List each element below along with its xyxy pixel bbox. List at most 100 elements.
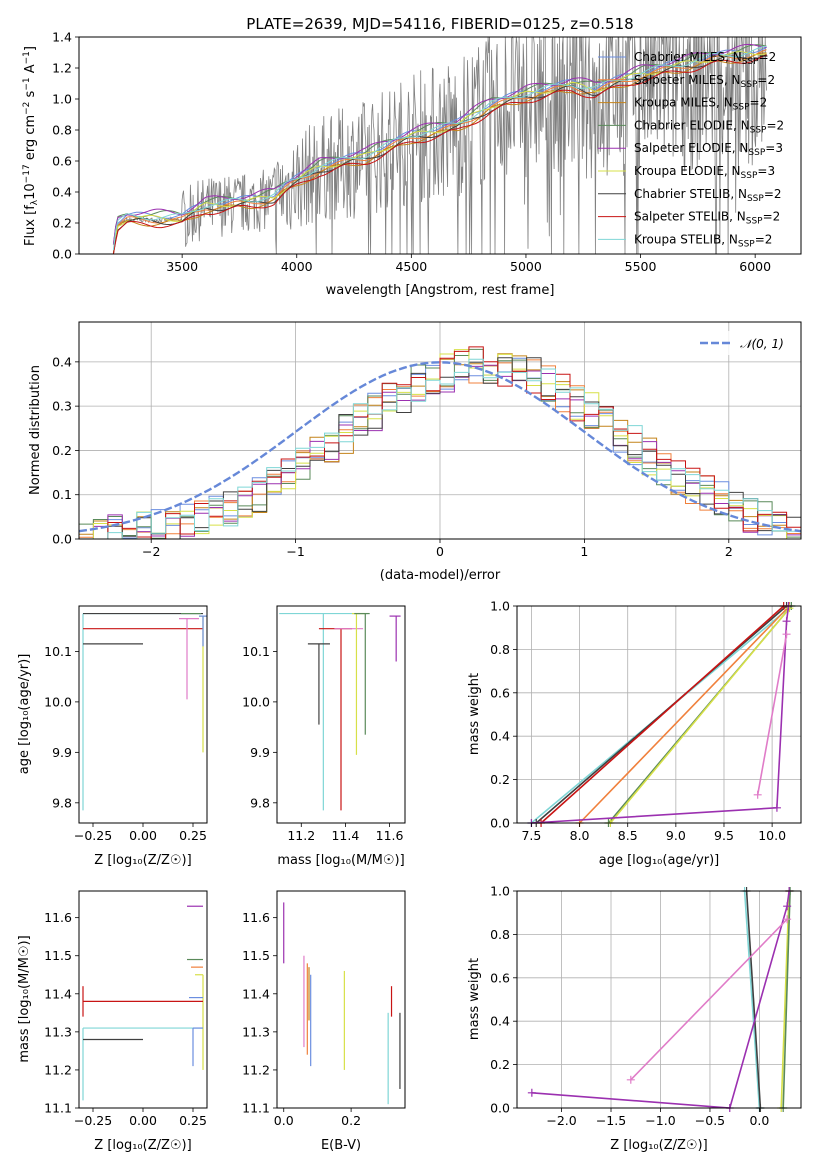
mass-vs-ebv-xlabel: E(B-V) — [321, 1138, 361, 1153]
weight-line-3 — [579, 605, 790, 824]
spectrum-ylabel-part3: erg cm — [23, 115, 38, 164]
weight-vs-z-axes-frame — [516, 890, 802, 1109]
y-tick-label: 0.2 — [52, 216, 72, 231]
x-tick-label: −0.25 — [74, 828, 112, 843]
legend-suffix: =3 — [757, 164, 775, 178]
x-tick-label: 9.5 — [714, 828, 734, 843]
age-vs-z-xlabel: Z [log₁₀(Z/Z☉)] — [94, 853, 191, 868]
legend-suffix: =3 — [765, 141, 783, 155]
spectrum-ylabel-sub: λ — [30, 199, 40, 205]
weight-marker — [782, 630, 791, 639]
figure-title: PLATE=2639, MJD=54116, FIBERID=0125, z=0… — [246, 15, 633, 33]
legend-suffix: =2 — [755, 232, 773, 246]
weight-marker — [783, 902, 792, 911]
y-tick-label: 11.4 — [242, 986, 270, 1001]
weight-line-5 — [609, 607, 791, 824]
y-tick-label: 0.3 — [52, 399, 72, 414]
weight-line-4 — [531, 890, 790, 1109]
legend-name: Salpeter ELODIE, N — [634, 141, 748, 155]
model-line-8 — [112, 45, 767, 251]
legend-name: Chabrier STELIB, N — [634, 187, 747, 201]
legend-label-5: Kroupa ELODIE, NSSP=3 — [634, 164, 775, 181]
legend-sub: SSP — [741, 171, 758, 181]
x-tick-label: 0.0 — [749, 1113, 769, 1128]
x-tick-label: −2.0 — [546, 1113, 576, 1128]
mass-vs-z-ylabel: mass [log₁₀(M/M☉)] — [17, 935, 32, 1062]
age-vs-mass-panel: 11.2 11.4 11.6 9.8 9.9 10.0 10.1 mass [log₁₀(M… — [242, 605, 406, 868]
spectrum-panel: 3500 4000 4500 5000 5500 6000 0.0 0.2 0.4 0.6 0.8 1… — [22, 30, 802, 298]
legend-name: Kroupa STELIB, N — [634, 232, 738, 246]
y-tick-label: 10.0 — [242, 694, 270, 709]
residual-xlabel: (data-model)/error — [380, 568, 501, 583]
x-tick-label: 11.4 — [331, 828, 359, 843]
legend-sub: SSP — [742, 57, 759, 67]
legend-label-4: Salpeter ELODIE, NSSP=3 — [634, 141, 783, 158]
gaussian-curve — [78, 361, 802, 533]
y-tick-label: 1.0 — [490, 884, 510, 899]
x-tick-label: 0.00 — [129, 1113, 157, 1128]
x-tick-label: 4000 — [281, 259, 313, 274]
weight-marker — [783, 915, 792, 924]
legend-suffix: =2 — [757, 73, 775, 87]
x-tick-label: 4500 — [395, 259, 427, 274]
legend-sub: SSP — [746, 217, 763, 227]
residual-legend: 𝒩(0, 1) — [690, 331, 794, 355]
mass-vs-ebv-panel: 0.0 0.2 11.1 11.2 11.3 11.4 11.5 11.6 E(B-V) — [242, 890, 406, 1153]
age-vs-z-axes-frame — [78, 605, 208, 824]
model-line-5 — [112, 51, 767, 254]
x-tick-label: 0.0 — [274, 1113, 294, 1128]
y-tick-label: 0.0 — [490, 816, 510, 831]
x-tick-label: 5000 — [510, 259, 542, 274]
model-line-0 — [112, 46, 767, 253]
x-tick-label: 8.5 — [618, 828, 638, 843]
y-tick-label: 0.8 — [52, 123, 72, 138]
spectrum-ylabel-exp: −17 — [22, 164, 32, 183]
legend-suffix: =2 — [759, 50, 777, 64]
weight-line-5 — [630, 918, 788, 1081]
age-vs-z-ylabel: age [log₁₀(age/yr)] — [17, 654, 32, 775]
weight-vs-age-xlabel: age [log₁₀(age/yr)] — [599, 853, 720, 868]
x-tick-label: 8.0 — [570, 828, 590, 843]
y-tick-label: 0.4 — [490, 729, 510, 744]
spectrum-ylabel-exp3: −1 — [22, 77, 32, 90]
weight-vs-z-xlabel: Z [log₁₀(Z/Z☉)] — [610, 1138, 707, 1153]
y-tick-label: 0.4 — [52, 185, 72, 200]
model-line-7 — [112, 54, 767, 255]
legend-sub: SSP — [748, 148, 765, 158]
weight-vs-age-axes-frame — [516, 605, 802, 824]
legend-suffix: =2 — [763, 210, 781, 224]
weight-marker — [772, 803, 781, 812]
y-tick-label: 0.6 — [490, 970, 510, 985]
spectrum-ylabel-exp2: −2 — [22, 102, 32, 115]
y-tick-label: 0.1 — [52, 487, 72, 502]
y-tick-label: 0.2 — [490, 772, 510, 787]
weight-marker — [527, 1088, 536, 1097]
y-tick-label: 1.4 — [52, 30, 72, 45]
y-tick-label: 10.1 — [44, 644, 72, 659]
x-tick-label: 0.2 — [341, 1113, 361, 1128]
y-tick-label: 1.0 — [52, 92, 72, 107]
y-tick-label: 11.6 — [242, 910, 270, 925]
x-tick-label: −0.25 — [74, 1113, 112, 1128]
y-tick-label: 11.3 — [242, 1024, 270, 1039]
weight-line-2 — [540, 605, 785, 824]
spectrum-axes-frame — [78, 36, 802, 255]
y-tick-label: 0.8 — [490, 642, 510, 657]
x-tick-label: −2 — [142, 544, 160, 559]
x-tick-label: −1.5 — [596, 1113, 626, 1128]
legend-name: Salpeter MILES, N — [634, 73, 741, 87]
weight-line-1 — [745, 890, 762, 1109]
x-tick-label: 10.0 — [758, 828, 786, 843]
weight-marker — [782, 617, 791, 626]
y-tick-label: 0.2 — [52, 443, 72, 458]
gaussian-legend-label: 𝒩(0, 1) — [740, 337, 784, 351]
y-tick-label: 9.8 — [250, 795, 270, 810]
y-tick-label: 0.0 — [52, 532, 72, 547]
x-tick-label: 9.0 — [666, 828, 686, 843]
weight-vs-z-panel: −2.0 −1.5 −1.0 −0.5 0.0 0.0 0.2 0.4 0.6 0.8 1.0 Z … — [467, 884, 802, 1153]
legend-sub: SSP — [747, 194, 764, 204]
x-tick-label: 7.5 — [521, 828, 541, 843]
age-vs-mass-xlabel: mass [log₁₀(M/M☉)] — [277, 853, 404, 868]
legend-suffix: =2 — [764, 187, 782, 201]
weight-line-2 — [780, 890, 790, 1109]
